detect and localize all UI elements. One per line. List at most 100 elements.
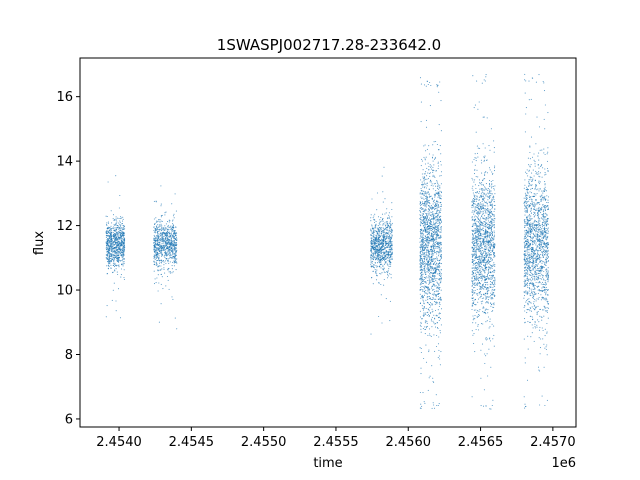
data-point bbox=[107, 222, 110, 224]
data-point bbox=[161, 234, 164, 236]
data-point bbox=[437, 224, 440, 227]
data-point bbox=[113, 233, 115, 235]
data-point bbox=[153, 200, 155, 202]
data-point bbox=[372, 259, 374, 261]
data-point bbox=[433, 268, 435, 270]
data-point bbox=[474, 215, 476, 217]
data-point bbox=[385, 242, 387, 245]
data-point bbox=[425, 238, 427, 240]
data-point bbox=[472, 334, 474, 336]
data-point bbox=[375, 238, 377, 241]
data-point bbox=[157, 290, 159, 292]
data-point bbox=[482, 184, 485, 186]
data-point bbox=[118, 238, 120, 241]
data-point bbox=[474, 259, 476, 261]
data-point bbox=[123, 232, 125, 234]
data-point bbox=[493, 234, 496, 236]
data-point bbox=[385, 212, 387, 214]
data-point bbox=[111, 299, 113, 301]
data-point bbox=[434, 228, 436, 230]
data-point bbox=[384, 246, 386, 249]
data-point bbox=[429, 181, 431, 183]
data-point bbox=[429, 298, 431, 300]
data-point bbox=[157, 257, 159, 259]
data-point bbox=[432, 263, 435, 265]
data-point bbox=[425, 344, 427, 346]
data-point bbox=[165, 249, 167, 251]
data-point bbox=[473, 211, 475, 213]
data-point bbox=[421, 274, 423, 276]
data-point bbox=[377, 242, 379, 244]
data-point bbox=[164, 245, 167, 247]
data-point bbox=[485, 308, 487, 310]
data-point bbox=[172, 243, 174, 245]
data-point bbox=[422, 204, 424, 206]
data-point bbox=[374, 244, 376, 246]
data-point bbox=[427, 225, 429, 227]
data-point bbox=[484, 243, 486, 245]
data-point bbox=[493, 277, 496, 279]
data-point bbox=[372, 240, 374, 242]
data-point bbox=[428, 145, 430, 147]
data-point bbox=[372, 241, 374, 243]
data-point bbox=[432, 235, 434, 237]
data-point bbox=[175, 242, 177, 244]
data-point bbox=[370, 214, 372, 216]
data-point bbox=[439, 271, 441, 273]
data-point bbox=[423, 218, 425, 220]
data-point bbox=[388, 212, 390, 214]
data-point bbox=[494, 283, 496, 285]
data-point bbox=[376, 256, 378, 258]
data-point bbox=[483, 307, 485, 309]
data-point bbox=[427, 200, 429, 202]
data-point bbox=[437, 229, 439, 231]
data-point bbox=[160, 259, 162, 261]
data-point bbox=[438, 355, 440, 357]
data-point bbox=[491, 171, 493, 173]
data-point bbox=[440, 351, 442, 353]
data-point bbox=[172, 252, 174, 254]
data-point bbox=[432, 258, 434, 260]
chart-title: 1SWASPJ002717.28-233642.0 bbox=[217, 36, 441, 54]
data-point bbox=[428, 225, 430, 227]
data-point bbox=[157, 247, 159, 249]
data-point bbox=[427, 290, 429, 292]
data-point bbox=[440, 153, 442, 155]
data-point bbox=[487, 235, 489, 237]
data-point bbox=[422, 217, 425, 219]
data-point bbox=[167, 268, 169, 270]
data-point bbox=[106, 232, 108, 234]
data-point bbox=[422, 197, 424, 199]
data-point bbox=[440, 247, 443, 249]
data-point bbox=[421, 290, 423, 292]
data-point bbox=[117, 244, 119, 246]
data-point bbox=[388, 229, 391, 231]
data-point bbox=[370, 252, 373, 254]
data-point bbox=[374, 256, 376, 258]
data-point bbox=[489, 217, 492, 219]
data-point bbox=[383, 263, 385, 266]
data-point bbox=[428, 351, 430, 353]
data-point bbox=[120, 260, 122, 262]
data-point bbox=[436, 202, 438, 204]
data-point bbox=[385, 225, 387, 227]
data-point bbox=[440, 191, 442, 193]
data-point bbox=[158, 256, 160, 258]
data-point bbox=[425, 277, 427, 279]
data-point bbox=[426, 312, 428, 314]
data-point bbox=[426, 292, 428, 294]
data-point bbox=[174, 242, 176, 245]
data-point bbox=[427, 262, 429, 264]
data-point bbox=[164, 256, 166, 258]
data-point bbox=[171, 272, 173, 274]
data-point bbox=[123, 254, 125, 256]
data-point bbox=[493, 256, 495, 258]
data-point bbox=[436, 256, 438, 258]
data-point bbox=[377, 257, 379, 260]
data-point bbox=[382, 256, 385, 259]
data-point bbox=[388, 230, 390, 232]
data-point bbox=[492, 249, 494, 251]
data-point bbox=[123, 228, 125, 230]
data-point bbox=[383, 253, 385, 255]
data-point bbox=[169, 243, 171, 245]
